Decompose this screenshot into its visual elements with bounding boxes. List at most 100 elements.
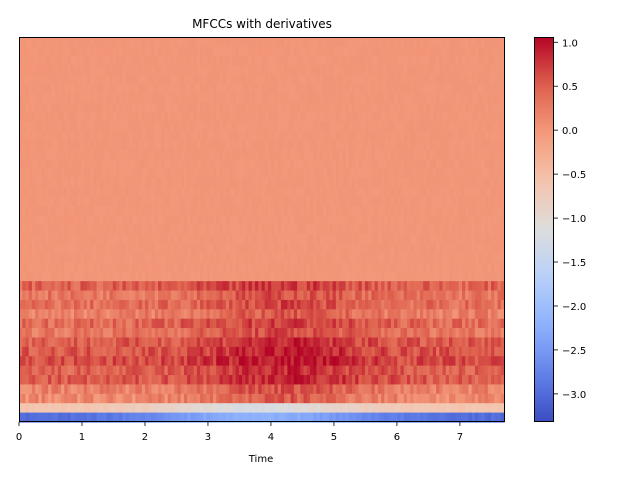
heatmap-cell bbox=[397, 130, 402, 141]
heatmap-cell bbox=[38, 271, 43, 282]
heatmap-cell bbox=[491, 224, 495, 235]
heatmap-cell bbox=[371, 159, 376, 170]
heatmap-cell bbox=[229, 243, 233, 254]
heatmap-cell bbox=[196, 290, 201, 301]
heatmap-cell bbox=[128, 196, 133, 207]
heatmap-cell bbox=[322, 140, 327, 151]
heatmap-cell bbox=[429, 328, 434, 339]
heatmap-cell bbox=[128, 328, 133, 339]
heatmap-cell bbox=[313, 93, 318, 104]
heatmap-cell bbox=[267, 121, 272, 132]
heatmap-cell bbox=[128, 168, 133, 179]
heatmap-cell bbox=[177, 159, 182, 170]
heatmap-cell bbox=[306, 149, 311, 160]
heatmap-cell bbox=[461, 74, 466, 85]
heatmap-cell bbox=[284, 130, 288, 141]
heatmap-cell bbox=[348, 243, 353, 254]
heatmap-cell bbox=[112, 206, 117, 217]
heatmap-cell bbox=[41, 93, 46, 104]
heatmap-cell bbox=[83, 309, 88, 320]
heatmap-cell bbox=[170, 149, 175, 160]
heatmap-cell bbox=[332, 121, 337, 132]
heatmap-cell bbox=[90, 328, 94, 339]
heatmap-cell bbox=[384, 309, 389, 320]
heatmap-cell bbox=[413, 46, 418, 57]
heatmap-cell bbox=[193, 93, 198, 104]
heatmap-cell bbox=[287, 74, 292, 85]
heatmap-cell bbox=[90, 102, 94, 113]
heatmap-cell bbox=[167, 168, 172, 179]
heatmap-cell bbox=[400, 177, 405, 188]
heatmap-cell bbox=[90, 37, 94, 47]
heatmap-cell bbox=[219, 337, 224, 348]
heatmap-cell bbox=[297, 55, 301, 66]
heatmap-cell bbox=[429, 140, 434, 151]
heatmap-cell bbox=[154, 65, 159, 76]
heatmap-cell bbox=[70, 346, 75, 357]
heatmap-cell bbox=[500, 281, 505, 292]
heatmap-cell bbox=[400, 328, 405, 339]
heatmap-cell bbox=[297, 149, 301, 160]
heatmap-cell bbox=[478, 224, 482, 235]
heatmap-cell bbox=[410, 149, 415, 160]
heatmap-cell bbox=[64, 309, 69, 320]
heatmap-cell bbox=[348, 281, 353, 292]
heatmap-cell bbox=[290, 46, 295, 57]
heatmap-cell bbox=[122, 346, 127, 357]
heatmap-cell bbox=[145, 83, 149, 94]
heatmap-cell bbox=[174, 281, 179, 292]
heatmap-cell bbox=[135, 328, 140, 339]
heatmap-cell bbox=[148, 309, 153, 320]
heatmap-cell bbox=[371, 215, 376, 226]
heatmap-cell bbox=[329, 140, 334, 151]
heatmap-cell bbox=[67, 299, 72, 310]
heatmap-cell bbox=[38, 318, 43, 329]
heatmap-cell bbox=[57, 299, 62, 310]
heatmap-cell bbox=[491, 262, 495, 273]
heatmap-cell bbox=[423, 328, 427, 339]
heatmap-cell bbox=[394, 93, 398, 104]
heatmap-cell bbox=[264, 149, 269, 160]
heatmap-cell bbox=[106, 46, 111, 57]
heatmap-cell bbox=[313, 168, 318, 179]
heatmap-cell bbox=[329, 177, 334, 188]
heatmap-cell bbox=[407, 262, 411, 273]
heatmap-cell bbox=[135, 93, 140, 104]
heatmap-cell bbox=[481, 243, 486, 254]
heatmap-cell bbox=[44, 328, 49, 339]
heatmap-cell bbox=[25, 234, 30, 245]
heatmap-cell bbox=[22, 243, 27, 254]
heatmap-cell bbox=[329, 130, 334, 141]
heatmap-cell bbox=[442, 46, 447, 57]
heatmap-cell bbox=[494, 159, 499, 170]
heatmap-cell bbox=[119, 328, 124, 339]
heatmap-cell bbox=[303, 187, 308, 198]
heatmap-cell bbox=[426, 121, 431, 132]
heatmap-cell bbox=[209, 168, 214, 179]
heatmap-cell bbox=[478, 74, 482, 85]
heatmap-cell bbox=[25, 299, 30, 310]
heatmap-cell bbox=[219, 299, 224, 310]
heatmap-cell bbox=[196, 262, 201, 273]
heatmap-cell bbox=[141, 243, 146, 254]
heatmap-cell bbox=[267, 215, 272, 226]
heatmap-cell bbox=[377, 337, 382, 348]
heatmap-cell bbox=[73, 55, 78, 66]
heatmap-cell bbox=[41, 224, 46, 235]
heatmap-cell bbox=[31, 252, 36, 263]
heatmap-cell bbox=[413, 337, 418, 348]
heatmap-cell bbox=[345, 337, 350, 348]
heatmap-cell bbox=[458, 140, 463, 151]
heatmap-cell bbox=[258, 309, 263, 320]
heatmap-cell bbox=[187, 168, 191, 179]
heatmap-cell bbox=[248, 234, 253, 245]
heatmap-cell bbox=[258, 206, 263, 217]
heatmap-cell bbox=[487, 168, 492, 179]
heatmap-cell bbox=[48, 337, 52, 348]
heatmap-cell bbox=[174, 65, 179, 76]
heatmap-cell bbox=[258, 140, 263, 151]
heatmap-cell bbox=[458, 130, 463, 141]
heatmap-cell bbox=[481, 337, 486, 348]
heatmap-cell bbox=[267, 252, 272, 263]
heatmap-cell bbox=[449, 140, 453, 151]
